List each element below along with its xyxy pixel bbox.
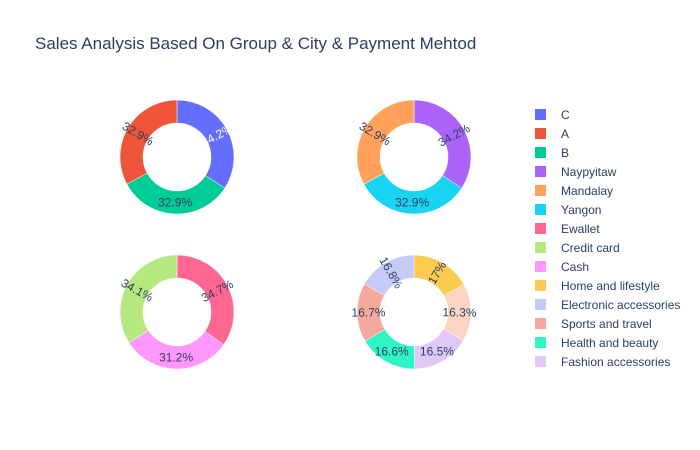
legend-swatch	[535, 242, 546, 253]
legend-swatch	[535, 280, 546, 291]
legend-swatch	[535, 128, 546, 139]
legend-label: C	[561, 107, 570, 122]
legend-label: Ewallet	[561, 221, 600, 236]
legend-item[interactable]: Home and lifestyle	[535, 276, 680, 295]
legend-item[interactable]: Ewallet	[535, 219, 680, 238]
legend-item[interactable]: C	[535, 105, 680, 124]
legend-label: Naypyitaw	[561, 164, 617, 179]
slice-label: 31.2%	[159, 350, 193, 364]
legend-label: Yangon	[561, 202, 602, 217]
donut-chart-4: 17%16.3%16.5%16.6%16.7%16.8%	[351, 254, 477, 370]
legend-label: Fashion accessories	[561, 354, 671, 369]
legend-item[interactable]: Fashion accessories	[535, 352, 680, 371]
legend: C A B Naypyitaw Mandalay Yangon Ewallet Credit …	[535, 105, 680, 371]
legend-swatch	[535, 318, 546, 329]
legend-swatch	[535, 204, 546, 215]
legend-swatch	[535, 261, 546, 272]
legend-label: Mandalay	[561, 183, 614, 198]
donut-chart-2: 34.2%32.9%32.9%	[356, 99, 473, 215]
legend-item[interactable]: Electronic accessories	[535, 295, 680, 314]
legend-label: Credit card	[561, 240, 620, 255]
chart-title: Sales Analysis Based On Group & City & P…	[35, 34, 477, 53]
legend-item[interactable]: Credit card	[535, 238, 680, 257]
legend-label: Sports and travel	[561, 316, 652, 331]
slice-label: 32.9%	[158, 195, 192, 209]
slice-label: 16.7%	[351, 305, 386, 319]
pie-slice[interactable]	[364, 254, 415, 296]
legend-swatch	[535, 185, 546, 196]
legend-swatch	[535, 299, 546, 310]
legend-swatch	[535, 337, 546, 348]
legend-item[interactable]: Cash	[535, 257, 680, 276]
pie-slice[interactable]	[356, 99, 415, 185]
legend-label: Home and lifestyle	[561, 278, 660, 293]
legend-swatch	[535, 109, 546, 120]
slice-label: 16.3%	[442, 305, 477, 319]
legend-item[interactable]: Naypyitaw	[535, 162, 680, 181]
pie-slice[interactable]	[119, 254, 178, 344]
pie-slice[interactable]	[119, 99, 178, 185]
legend-label: A	[561, 126, 570, 141]
legend-item[interactable]: B	[535, 143, 680, 162]
legend-item[interactable]: Mandalay	[535, 181, 680, 200]
legend-item[interactable]: A	[535, 124, 680, 143]
legend-swatch	[535, 223, 546, 234]
legend-item[interactable]: Health and beauty	[535, 333, 680, 352]
donut-chart-1: 34.2%32.9%32.9%	[119, 99, 236, 215]
legend-label: Electronic accessories	[561, 297, 681, 312]
legend-swatch	[535, 147, 546, 158]
legend-label: B	[561, 145, 570, 160]
legend-item[interactable]: Yangon	[535, 200, 680, 219]
legend-swatch	[535, 356, 546, 367]
legend-label: Health and beauty	[561, 335, 659, 350]
legend-swatch	[535, 166, 546, 177]
slice-label: 16.5%	[420, 344, 454, 358]
legend-label: Cash	[561, 259, 590, 274]
slice-label: 16.6%	[375, 345, 409, 359]
slice-label: 32.9%	[395, 195, 429, 209]
legend-item[interactable]: Sports and travel	[535, 314, 680, 333]
donut-chart-3: 34.7%31.2%34.1%	[119, 254, 236, 370]
